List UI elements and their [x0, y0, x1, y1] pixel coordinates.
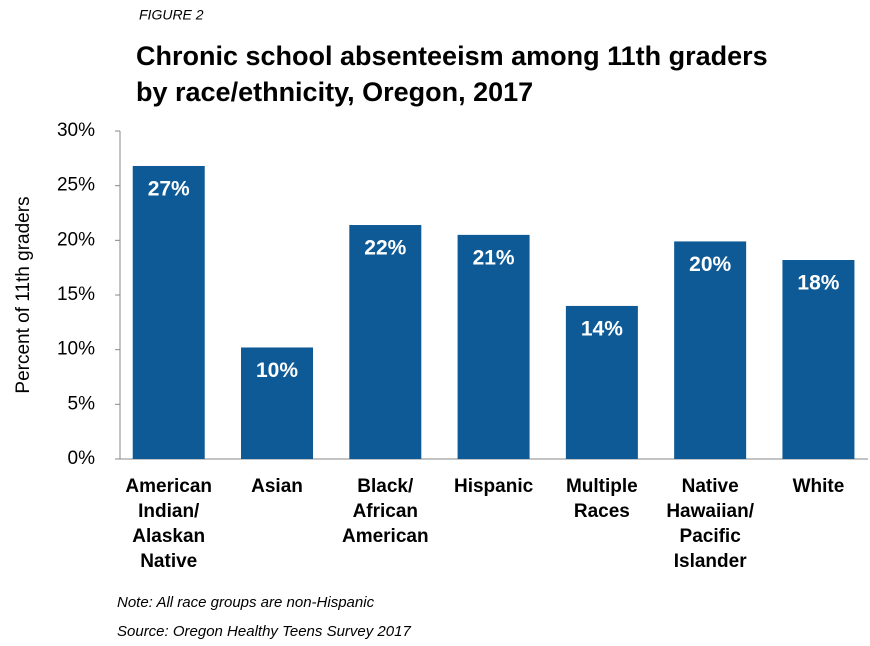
x-tick-label: Native Hawaiian/Pacific Islander [666, 476, 754, 572]
note: Note: All race groups are non-Hispanic [117, 594, 375, 611]
x-tick-label: Multiple Races [566, 476, 638, 522]
value-label: 20% [689, 253, 731, 276]
x-tick-label: White [793, 476, 845, 497]
y-tick-label: 20% [57, 229, 95, 250]
value-label: 27% [148, 178, 190, 201]
y-axis-label: Percent of 11th graders [13, 196, 34, 393]
figure-label: FIGURE 2 [139, 7, 204, 23]
x-tick-label: Asian [251, 476, 303, 497]
bar [565, 305, 638, 459]
bar [782, 260, 855, 459]
y-tick-label: 10% [57, 339, 95, 360]
value-label: 10% [256, 359, 298, 382]
y-tick-label: 30% [57, 120, 95, 141]
value-label: 18% [797, 272, 839, 295]
value-label: 14% [581, 317, 623, 340]
x-tick-label: Black/African American [342, 476, 429, 547]
bar [132, 165, 205, 459]
bar [674, 241, 747, 459]
y-tick-label: 15% [57, 284, 95, 305]
y-tick-label: 0% [68, 448, 96, 469]
value-label: 22% [364, 237, 406, 260]
bar [457, 234, 530, 459]
y-tick-label: 25% [57, 175, 95, 196]
value-label: 21% [473, 246, 515, 269]
chart-title: Chronic school absenteeism among 11th gr… [136, 41, 768, 107]
bar [349, 225, 422, 459]
source: Source: Oregon Healthy Teens Survey 2017 [117, 623, 411, 640]
y-tick-label: 5% [68, 393, 96, 414]
x-tick-label: Hispanic [454, 476, 534, 497]
bar [241, 347, 314, 459]
x-tick-label: American Indian/Alaskan Native [125, 476, 212, 572]
